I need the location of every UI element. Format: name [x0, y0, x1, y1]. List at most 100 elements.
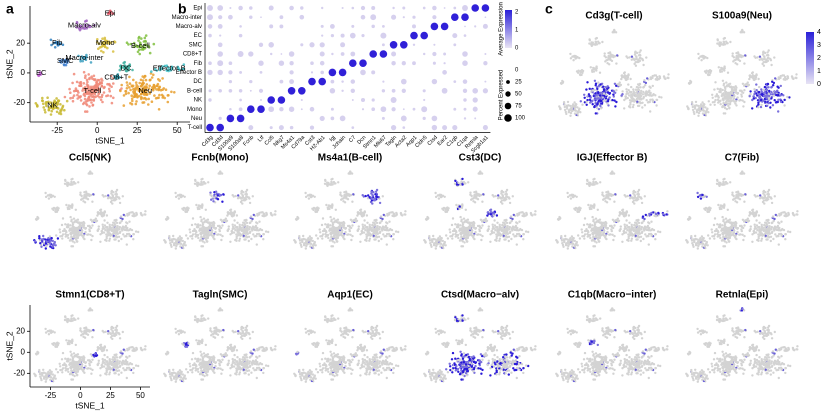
cell-point [193, 228, 196, 231]
dot [471, 4, 480, 12]
cell-point [295, 218, 298, 221]
cell-point [138, 89, 142, 92]
cell-point [313, 240, 316, 244]
cell-point [164, 88, 168, 91]
cell-point [53, 240, 56, 244]
dot [433, 43, 436, 46]
cell-point [518, 234, 521, 238]
cell-point [585, 88, 588, 91]
cell-point [118, 68, 122, 72]
cell-point [74, 87, 78, 90]
cell-point [650, 234, 653, 238]
cell-point [646, 77, 649, 80]
cell-point [77, 27, 81, 30]
cell-point [101, 42, 104, 46]
dot [208, 61, 212, 66]
cell-point [769, 106, 772, 109]
cell-point [480, 226, 483, 230]
cell-point [738, 55, 742, 58]
cell-point [439, 193, 442, 197]
dot [360, 5, 366, 11]
cell-point [36, 215, 39, 219]
cell-point [49, 242, 52, 245]
cell-point [569, 111, 573, 115]
cell-point [234, 194, 237, 198]
cell-point [52, 41, 55, 45]
cell-point [472, 234, 476, 237]
cell-point [216, 198, 220, 201]
cell-point [376, 236, 379, 239]
cell-point [515, 228, 518, 231]
cell-point [127, 43, 130, 46]
dot [339, 115, 346, 122]
dot [432, 61, 436, 65]
cell-point [144, 210, 147, 213]
cell-point [602, 198, 605, 201]
dot [430, 22, 439, 31]
cell-point [522, 233, 525, 236]
cell-point [125, 232, 129, 236]
dot [400, 115, 407, 122]
cell-point [478, 228, 481, 231]
cell-point [742, 105, 745, 108]
cell-point [167, 66, 170, 69]
dot [462, 88, 468, 93]
cell-point [374, 193, 377, 196]
dot [300, 43, 304, 47]
row-label: Neu [191, 116, 202, 122]
cell-point [495, 214, 499, 217]
cell-point [749, 90, 752, 93]
cell-point [88, 228, 91, 231]
cell-point [302, 234, 305, 238]
cell-point [571, 103, 575, 106]
cell-point [111, 12, 115, 15]
cell-point [637, 88, 641, 92]
cell-point [643, 79, 646, 82]
dot [228, 79, 233, 84]
cell-point [85, 103, 89, 107]
dot [423, 98, 426, 102]
cell-point [470, 198, 473, 201]
cell-point [60, 58, 64, 62]
cell-point [71, 81, 74, 85]
cell-point [109, 94, 113, 98]
cell-point [63, 95, 67, 99]
cell-point [118, 231, 122, 235]
cell-point [604, 234, 608, 237]
panel-letter: a [6, 1, 14, 17]
cell-point [374, 238, 377, 241]
cell-point [382, 213, 385, 217]
cell-point [597, 234, 600, 237]
dot [258, 88, 264, 93]
cell-point [72, 94, 76, 97]
cell-point [723, 36, 726, 40]
cell-point [468, 227, 472, 230]
cell-point [130, 102, 134, 106]
cell-point [481, 234, 484, 238]
cell-point [70, 227, 73, 230]
cell-point [444, 208, 448, 211]
cell-point [444, 210, 447, 214]
dot [432, 5, 437, 11]
cell-point [339, 193, 342, 196]
cell-point [294, 240, 297, 243]
cell-point [179, 195, 183, 199]
cell-point [208, 234, 211, 237]
cell-point [88, 77, 91, 81]
cell-point [458, 239, 462, 242]
cell-point [649, 110, 652, 113]
cell-point [651, 74, 654, 78]
cell-point [724, 87, 727, 91]
cell-point [88, 92, 92, 95]
cell-point [135, 83, 138, 87]
color-tick-label: 1 [515, 28, 519, 34]
cell-point [114, 193, 117, 196]
cell-point [757, 106, 760, 109]
cell-point [629, 77, 632, 81]
cell-point [594, 82, 598, 85]
cell-point [604, 97, 608, 100]
cell-point [347, 233, 350, 236]
cell-point [382, 226, 385, 229]
cell-point [469, 193, 472, 196]
cell-point [49, 245, 52, 248]
